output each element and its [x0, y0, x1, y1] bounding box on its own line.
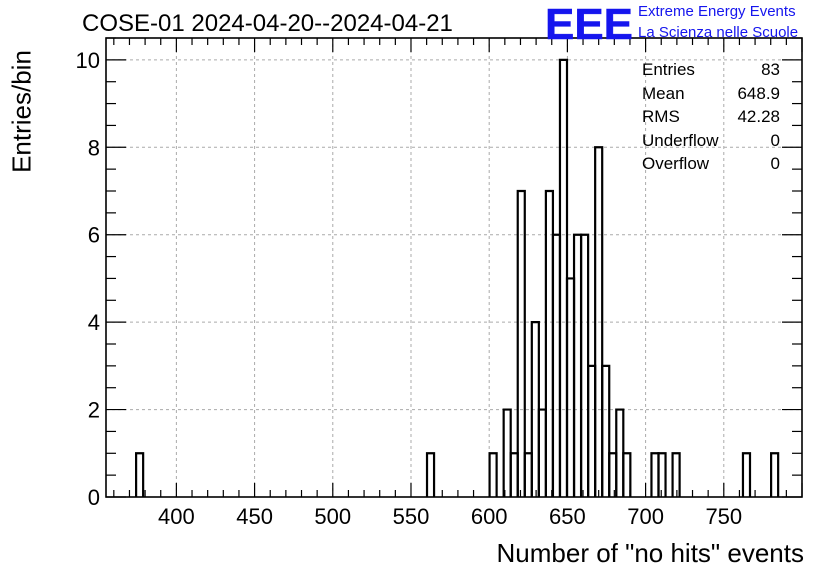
histogram-bin [622, 452, 632, 497]
stat-rms: RMS 42.28 [642, 107, 780, 131]
stat-label: Underflow [642, 130, 719, 150]
stat-label: Entries [642, 60, 695, 79]
stat-overflow: Overflow 0 [642, 154, 780, 178]
stat-entries: Entries 83 [642, 60, 780, 84]
stat-value: 648.9 [737, 83, 780, 103]
grid-lines [106, 38, 802, 497]
histogram-bin [488, 452, 498, 497]
stat-label: RMS [642, 107, 680, 126]
stat-label: Mean [642, 83, 685, 103]
tick-labels: 400 450 500 550 600 650 700 750 0 2 4 6 8 10 [76, 48, 743, 529]
histogram-bin [135, 452, 145, 497]
histogram-bin [425, 452, 436, 497]
histogram-bin [601, 364, 611, 497]
stat-value: 0 [770, 154, 780, 173]
y-tick-label: 6 [88, 223, 100, 248]
histogram-bins [135, 58, 780, 497]
x-tick-label: 550 [393, 504, 430, 529]
x-axis-label: Number of "no hits" events [496, 538, 805, 568]
stat-mean: Mean 648.9 [642, 84, 780, 108]
plot-frame [105, 37, 803, 498]
y-tick-label: 2 [88, 398, 100, 423]
y-tick-label: 4 [88, 310, 100, 335]
chart-title: COSE-01 2024-04-20--2024-04-21 [82, 10, 453, 37]
x-tick-label: 600 [471, 504, 508, 529]
x-tick-label: 650 [549, 504, 586, 529]
eee-logo: EEE [545, 2, 634, 42]
logo-line-2: La Scienza nelle Scuole [638, 24, 799, 41]
axis-ticks [106, 37, 803, 498]
stat-value: 83 [761, 60, 780, 79]
stat-value: 0 [770, 130, 780, 150]
stat-underflow: Underflow 0 [642, 131, 780, 155]
stat-value: 42.28 [737, 107, 780, 126]
axes [105, 37, 803, 498]
stats-box: Entries 83 Mean 648.9 RMS 42.28 Underflow 0 … [642, 60, 780, 178]
logo-mark: EEE [545, 2, 633, 42]
histogram-bin [516, 189, 526, 497]
x-tick-label: 400 [158, 504, 195, 529]
x-tick-label: 750 [705, 504, 742, 529]
y-tick-label: 8 [88, 135, 100, 160]
histogram-bin [671, 452, 681, 497]
histogram-bin [741, 452, 752, 497]
y-tick-label: 10 [76, 48, 100, 73]
x-tick-label: 500 [314, 504, 351, 529]
x-tick-label: 450 [236, 504, 273, 529]
logo-line-1: Extreme Energy Events [638, 3, 796, 20]
stat-label: Overflow [642, 154, 710, 173]
x-tick-label: 700 [627, 504, 664, 529]
y-tick-label: 0 [88, 485, 100, 510]
y-axis-label: Entries/bin [6, 50, 37, 173]
histogram-bin [657, 452, 667, 497]
histogram-bin [770, 452, 780, 497]
histogram-bin [594, 146, 604, 497]
